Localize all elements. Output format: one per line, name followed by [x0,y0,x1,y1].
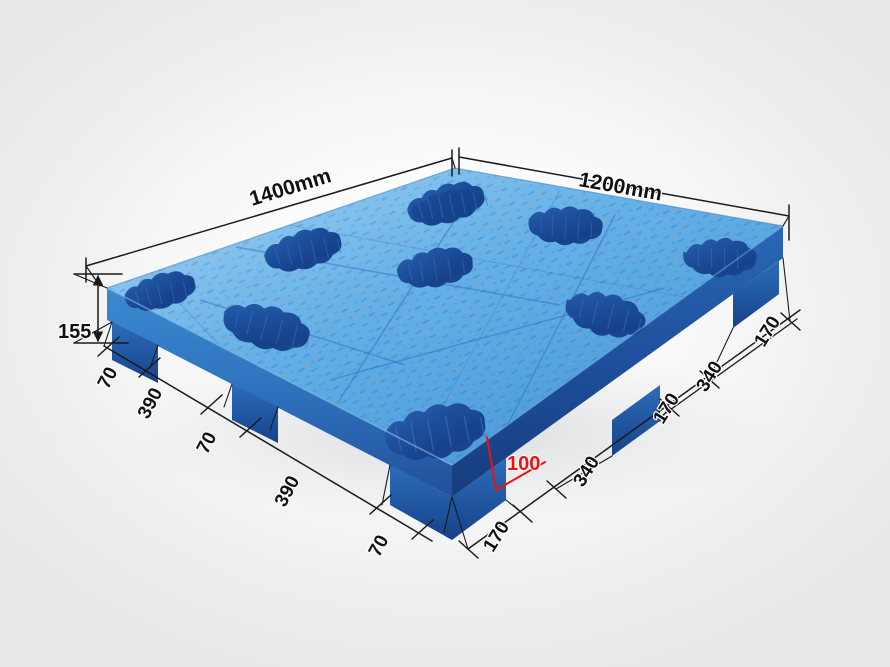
foot-pocket [528,206,603,246]
dim-chain-right-upper [662,318,798,416]
dim-height-155 [73,273,129,344]
label-left-70-c: 70 [365,532,393,561]
dim-callout-100 [486,436,546,491]
dimension-lines [73,147,801,559]
label-right-170-c: 170 [750,313,785,351]
foot-pocket [683,237,757,278]
dim-chain-left [97,321,453,542]
pallet-skirt-right [452,226,783,497]
label-left-70-a: 70 [94,364,122,393]
foot-pocket [565,291,646,338]
label-height-155: 155 [58,321,91,343]
dim-width-1200 [458,147,790,241]
label-length-1400: 1400mm [247,164,334,211]
foot-pockets [123,181,757,460]
pallet-legs-right [452,261,779,540]
foot-pocket [396,247,473,288]
foot-pocket [123,271,196,311]
foot-pocket [407,181,489,226]
foot-pocket [264,227,342,272]
label-corner-height-100: 100 [507,453,540,475]
pallet-skirt-left [107,288,452,497]
foot-pocket [223,303,311,351]
pallet-legs-left [112,322,452,540]
